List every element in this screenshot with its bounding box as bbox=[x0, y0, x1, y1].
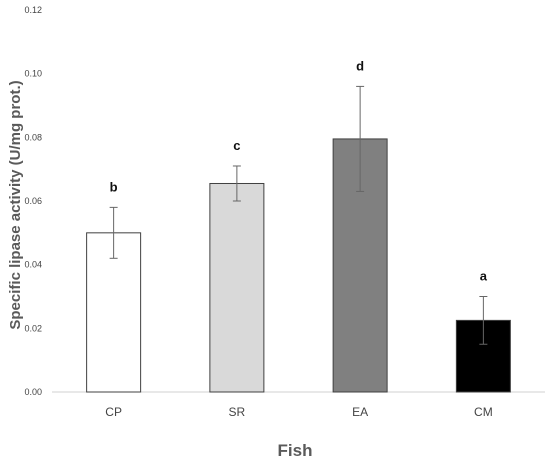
y-axis-title: Specific lipase activity (U/mg prot.) bbox=[7, 80, 24, 329]
significance-label: c bbox=[233, 138, 240, 153]
x-tick-label: CP bbox=[105, 405, 122, 419]
x-tick-label: CM bbox=[474, 405, 493, 419]
significance-label: a bbox=[480, 269, 488, 284]
y-tick-label: 0.00 bbox=[24, 387, 42, 397]
y-tick-label: 0.10 bbox=[24, 69, 42, 79]
y-tick-label: 0.12 bbox=[24, 5, 42, 15]
y-tick-label: 0.04 bbox=[24, 260, 42, 270]
significance-label: d bbox=[356, 58, 364, 73]
x-tick-label: EA bbox=[352, 405, 368, 419]
y-tick-label: 0.06 bbox=[24, 196, 42, 206]
plot-area: 0.00 0.02 0.04 0.06 0.08 0.10 0.12 b CP c SR d EA a CM bbox=[24, 5, 545, 419]
bar-sr bbox=[209, 182, 265, 393]
y-tick-label: 0.08 bbox=[24, 132, 42, 142]
bar-cm bbox=[455, 319, 511, 393]
significance-label: b bbox=[110, 179, 118, 194]
y-tick-label: 0.02 bbox=[24, 323, 42, 333]
x-tick-label: SR bbox=[229, 405, 246, 419]
bar-cp bbox=[86, 232, 142, 393]
x-axis-title: Fish bbox=[278, 441, 313, 460]
